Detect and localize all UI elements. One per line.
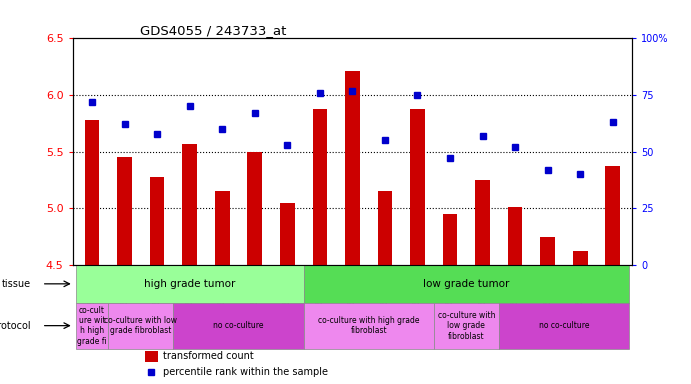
Bar	[312, 109, 328, 265]
Text: co-culture with high grade
fibroblast: co-culture with high grade fibroblast	[318, 316, 419, 335]
Text: no co-culture: no co-culture	[539, 321, 589, 330]
Bar	[215, 191, 229, 265]
Text: low grade tumor: low grade tumor	[423, 279, 509, 289]
Bar	[247, 152, 262, 265]
Text: co-culture with low
grade fibroblast: co-culture with low grade fibroblast	[104, 316, 178, 335]
Text: transformed count: transformed count	[163, 351, 254, 361]
Bar	[108, 303, 173, 349]
Bar	[434, 303, 499, 349]
Text: tissue: tissue	[1, 279, 30, 289]
Bar	[345, 71, 360, 265]
Text: co-culture with
low grade
fibroblast: co-culture with low grade fibroblast	[437, 311, 495, 341]
Bar	[150, 177, 164, 265]
Bar	[508, 207, 522, 265]
Text: high grade tumor: high grade tumor	[144, 279, 236, 289]
Bar	[145, 351, 158, 362]
Bar	[573, 252, 587, 265]
Bar	[76, 303, 108, 349]
Text: percentile rank within the sample: percentile rank within the sample	[163, 367, 328, 377]
Text: no co-culture: no co-culture	[214, 321, 264, 330]
Bar	[475, 180, 490, 265]
Bar	[85, 120, 100, 265]
Bar	[443, 214, 457, 265]
Text: growth protocol: growth protocol	[0, 321, 30, 331]
Bar	[303, 265, 629, 303]
Bar	[173, 303, 303, 349]
Text: GDS4055 / 243733_at: GDS4055 / 243733_at	[140, 24, 286, 37]
Text: co-cult
ure wit
h high
grade fi: co-cult ure wit h high grade fi	[77, 306, 107, 346]
Bar	[540, 237, 555, 265]
Bar	[182, 144, 197, 265]
Bar	[410, 109, 425, 265]
Bar	[280, 203, 294, 265]
Bar	[499, 303, 629, 349]
Bar	[76, 265, 303, 303]
Bar	[605, 166, 620, 265]
Bar	[377, 191, 392, 265]
Bar	[117, 157, 132, 265]
Bar	[303, 303, 434, 349]
